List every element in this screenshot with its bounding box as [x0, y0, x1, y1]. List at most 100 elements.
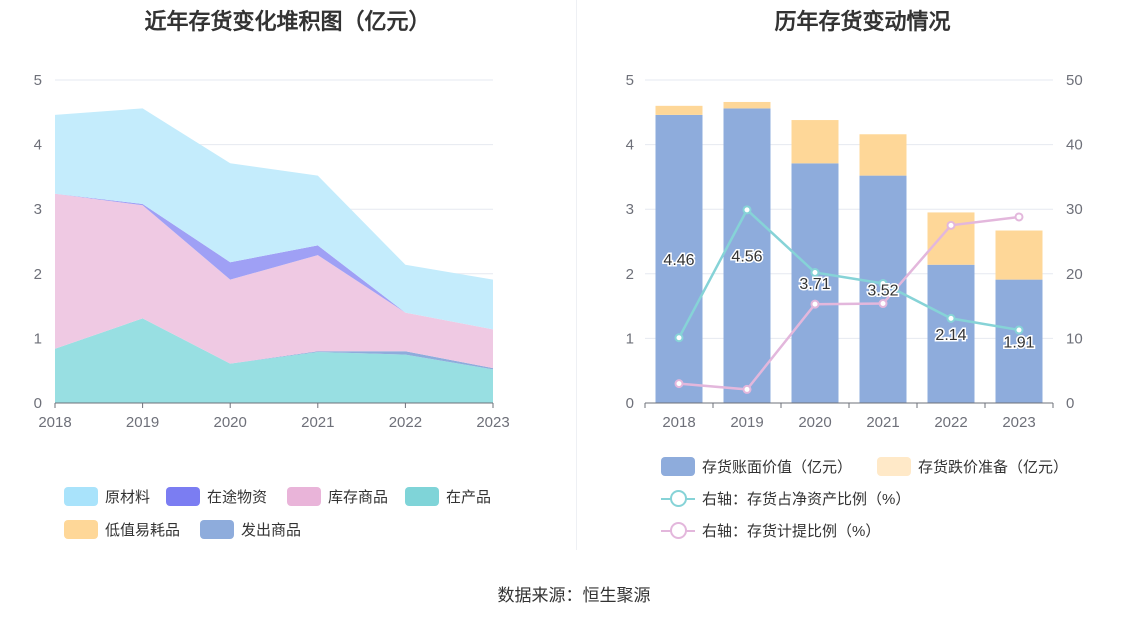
- legend-label: 在途物资: [207, 489, 268, 506]
- y-tick-label: 0: [626, 395, 634, 412]
- legend-swatch: [661, 521, 695, 540]
- line-series-1: [678, 215, 1020, 391]
- bar-book-value: [927, 264, 975, 403]
- line-point-1: [674, 379, 684, 389]
- y-tick-label: 5: [626, 72, 634, 89]
- legend-swatch: [166, 487, 200, 506]
- legend-item-1[interactable]: 在途物资: [166, 486, 267, 507]
- legend-swatch: [64, 520, 98, 539]
- line-point-1: [878, 299, 888, 309]
- legend-label: 存货跌价准备（亿元）: [918, 459, 1069, 476]
- area-series-2: [55, 193, 493, 369]
- y2-tick-label: 0: [1066, 395, 1074, 412]
- x-tick-label: 2019: [730, 414, 763, 431]
- bar-value-label: 3.71: [799, 276, 830, 293]
- bar-book-value: [995, 279, 1043, 403]
- x-tick-label: 2022: [389, 414, 422, 431]
- y2-tick-label: 40: [1066, 137, 1083, 154]
- legend-swatch: [287, 487, 321, 506]
- left-chart-legend: 原材料 在途物资 库存商品 在产品低值易耗品 发出商品: [0, 0, 575, 560]
- line-point-0: [810, 268, 820, 278]
- bar-impairment-reserve: [995, 230, 1043, 280]
- y-tick-label: 3: [626, 201, 634, 218]
- x-tick-label: 2018: [38, 414, 71, 431]
- bar-book-value: [723, 108, 771, 403]
- legend-label: 存货账面价值（亿元）: [702, 459, 853, 476]
- area-series-3: [55, 193, 493, 330]
- right-chart-legend: 存货账面价值（亿元） 存货跌价准备（亿元） 右轴：存货占净资产比例（%） 右轴：存货计…: [577, 0, 1148, 560]
- line-point-1: [1014, 212, 1024, 222]
- legend-label: 库存商品: [328, 489, 389, 506]
- legend-label: 低值易耗品: [105, 522, 181, 539]
- line-series-0: [677, 207, 1020, 339]
- bar-book-value: [859, 175, 907, 403]
- line-point-0: [674, 333, 684, 343]
- legend-swatch: [661, 489, 695, 508]
- legend-swatch: [661, 457, 695, 476]
- bar-impairment-reserve: [655, 105, 703, 115]
- line-point-1: [810, 299, 820, 309]
- bar-impairment-reserve: [791, 120, 839, 164]
- legend-label: 右轴：存货占净资产比例（%）: [702, 491, 911, 508]
- legend-item-0[interactable]: 原材料: [64, 486, 150, 507]
- bar-value-label: 3.52: [867, 282, 898, 299]
- y-tick-label: 3: [34, 201, 42, 218]
- legend-item-3[interactable]: 在产品: [405, 486, 491, 507]
- legend-label: 右轴：存货计提比例（%）: [702, 523, 881, 540]
- inventory-stack-chart-panel: 近年存货变化堆积图（亿元） 0 1 2 3 4 5 2018 2019 2020 2021 2022…: [0, 0, 575, 560]
- legend-label: 发出商品: [241, 522, 302, 539]
- bar-book-value: [791, 163, 839, 403]
- right-chart-title: 历年存货变动情况: [774, 9, 951, 34]
- x-tick-label: 2020: [798, 414, 831, 431]
- inventory-change-chart-panel: 历年存货变动情况 0 1 2 3 4 5 0 10 20 30 40 50 2018 2019 2020 20…: [577, 0, 1148, 560]
- line-point-0: [742, 205, 752, 215]
- line-point-1: [742, 384, 752, 394]
- legend-label: 原材料: [105, 489, 151, 506]
- legend-item-2[interactable]: 库存商品: [287, 486, 388, 507]
- area-series-0: [55, 318, 493, 403]
- line-point-1: [946, 220, 956, 230]
- x-tick-label: 2021: [301, 414, 334, 431]
- x-tick-label: 2023: [476, 414, 509, 431]
- x-tick-label: 2021: [866, 414, 899, 431]
- bar-book-value: [655, 114, 703, 403]
- y-tick-label: 5: [34, 72, 42, 89]
- data-source-label: 数据来源：恒生聚源: [497, 586, 651, 605]
- legend-item-3[interactable]: 右轴：存货计提比例（%）: [661, 520, 880, 541]
- y-tick-label: 2: [626, 266, 634, 283]
- line-point-0: [878, 278, 888, 288]
- legend-item-2[interactable]: 右轴：存货占净资产比例（%）: [661, 488, 910, 509]
- x-tick-label: 2020: [214, 414, 247, 431]
- y-tick-label: 4: [34, 137, 42, 154]
- y-tick-label: 2: [34, 266, 42, 283]
- legend-item-0[interactable]: 存货账面价值（亿元）: [661, 456, 852, 477]
- x-tick-label: 2023: [1002, 414, 1035, 431]
- legend-swatch: [200, 520, 234, 539]
- legend-swatch: [405, 487, 439, 506]
- stacked-area-chart: 0 1 2 3 4 5 2018 2019 2020 2021 2022 2023: [34, 72, 510, 431]
- y2-tick-label: 30: [1066, 201, 1083, 218]
- y2-tick-label: 20: [1066, 266, 1083, 283]
- bar-value-label: 1.91: [1003, 334, 1034, 351]
- legend-item-5[interactable]: 发出商品: [200, 519, 301, 540]
- legend-item-1[interactable]: 存货跌价准备（亿元）: [877, 456, 1068, 477]
- bar-value-label: 4.56: [731, 249, 762, 266]
- left-chart-title: 近年存货变化堆积图（亿元）: [144, 9, 431, 34]
- line-point-0: [1014, 325, 1024, 335]
- panel-divider: [576, 0, 577, 550]
- x-tick-label: 2019: [126, 414, 159, 431]
- bar-impairment-reserve: [723, 101, 771, 109]
- y2-tick-label: 10: [1066, 330, 1083, 347]
- x-tick-label: 2022: [934, 414, 967, 431]
- line-point-0: [946, 313, 956, 323]
- area-series-5: [55, 108, 493, 330]
- bar-value-label: 2.14: [935, 327, 966, 344]
- legend-swatch: [877, 457, 911, 476]
- bar-impairment-reserve: [859, 134, 907, 176]
- legend-item-4[interactable]: 低值易耗品: [64, 519, 180, 540]
- y2-tick-label: 50: [1066, 72, 1083, 89]
- y-tick-label: 0: [34, 395, 42, 412]
- y-tick-label: 1: [626, 330, 634, 347]
- y-tick-label: 1: [34, 330, 42, 347]
